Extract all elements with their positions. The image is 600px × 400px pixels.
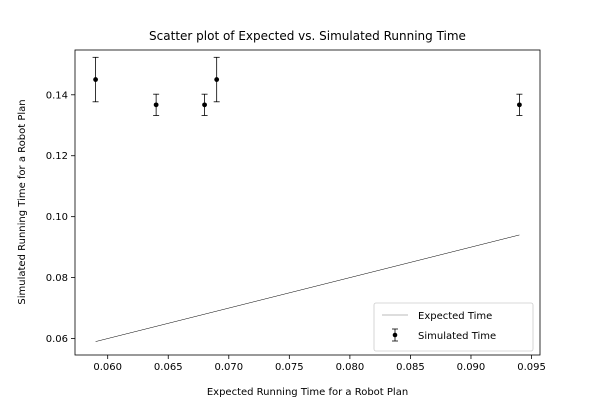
y-axis-title: Simulated Running Time for a Robot Plan <box>17 99 28 304</box>
expected-time-line <box>95 234 520 342</box>
y-tick-label: 0.06 <box>46 334 68 345</box>
x-tick-label: 0.065 <box>154 362 183 373</box>
plot-area <box>92 56 523 342</box>
plot-frame <box>74 49 541 356</box>
chart-title: Scatter plot of Expected vs. Simulated R… <box>149 29 466 43</box>
x-axis: 0.060 0.065 0.070 0.075 0.080 0.085 0.090 0.095 <box>93 355 546 373</box>
simulated-time-point <box>153 93 160 116</box>
x-tick-label: 0.070 <box>214 362 243 373</box>
x-tick-label: 0.090 <box>457 362 486 373</box>
data-point-marker <box>93 77 98 82</box>
y-tick-label: 0.12 <box>46 151 68 162</box>
x-axis-title: Expected Running Time for a Robot Plan <box>207 387 408 398</box>
legend-swatch-simulated-time <box>392 328 398 342</box>
simulated-time-point <box>92 56 99 103</box>
data-point-marker <box>153 102 159 108</box>
data-point-marker <box>517 102 522 108</box>
y-tick-label: 0.14 <box>46 90 68 101</box>
x-tick-label: 0.095 <box>517 362 546 373</box>
y-tick-label: 0.08 <box>46 273 68 284</box>
x-tick-label: 0.085 <box>396 362 425 373</box>
y-tick-label: 0.10 <box>46 212 68 223</box>
x-tick-label: 0.075 <box>275 362 304 373</box>
x-tick-label: 0.060 <box>93 362 122 373</box>
data-point-marker <box>214 77 220 82</box>
simulated-time-point <box>201 93 208 116</box>
legend-box <box>373 302 534 352</box>
x-tick-label: 0.080 <box>336 362 365 373</box>
simulated-time-point <box>516 93 523 116</box>
data-point-marker <box>202 102 207 108</box>
legend-label-expected-time: Expected Time <box>418 311 492 322</box>
legend-label-simulated-time: Simulated Time <box>418 331 496 342</box>
y-axis: 0.06 0.08 0.10 0.12 0.14 <box>46 90 75 345</box>
simulated-time-point <box>213 56 220 103</box>
legend: Expected Time Simulated Time <box>373 302 534 352</box>
